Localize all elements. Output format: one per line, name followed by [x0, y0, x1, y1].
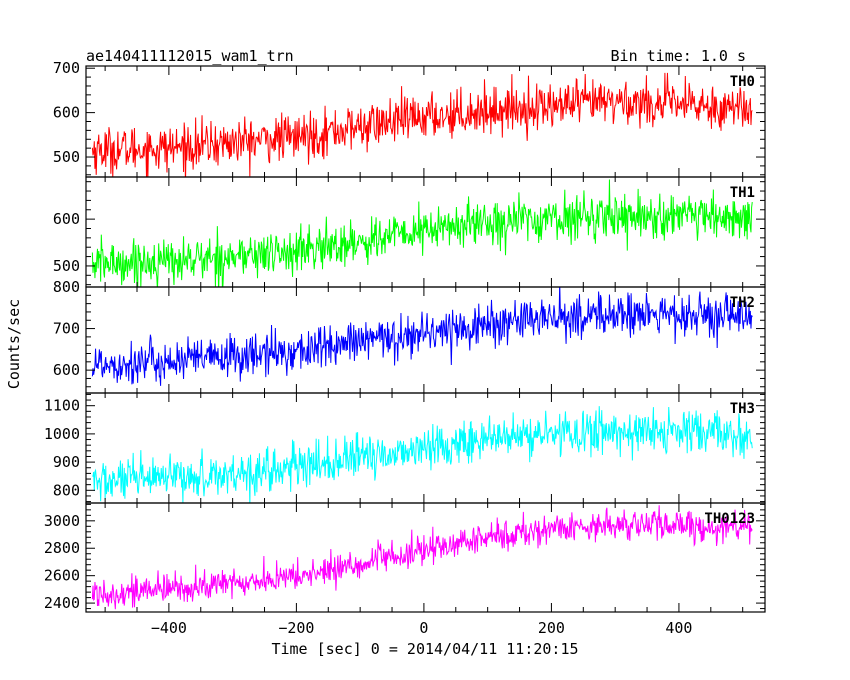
y-tick-label: 800 [53, 481, 80, 499]
x-axis-label: Time [sec] 0 = 2014/04/11 11:20:15 [271, 640, 578, 658]
chart-title-right: Bin time: 1.0 s [611, 47, 746, 65]
y-tick-label: 2800 [44, 539, 80, 557]
chart-title-left: ae140411112015_wam1_trn [86, 47, 294, 65]
light-curve-th1 [91, 179, 753, 287]
y-tick-label: 800 [53, 278, 80, 296]
light-curve-th0123 [91, 505, 753, 610]
panel-frame [85, 502, 766, 613]
light-curve-th3 [92, 406, 753, 503]
y-tick-label: 900 [53, 453, 80, 471]
y-tick-label: 700 [53, 320, 80, 338]
y-tick-label: 500 [53, 148, 80, 166]
y-tick-label: 2400 [44, 594, 80, 612]
panel-name-label: TH1 [730, 185, 755, 201]
light-curve-th0 [91, 72, 753, 177]
x-tick-label: 400 [665, 619, 692, 637]
y-tick-label: 700 [53, 59, 80, 77]
y-tick-label: 3000 [44, 512, 80, 530]
y-tick-label: 1000 [44, 425, 80, 443]
panel-th3: 800 900 1000 1100 TH3 [44, 392, 766, 504]
x-tick-label: −200 [278, 619, 314, 637]
y-tick-label: 500 [53, 257, 80, 275]
y-tick-label: 600 [53, 104, 80, 122]
panel-th2: 600 700 800 TH2 [53, 278, 766, 394]
y-tick-label: 2600 [44, 567, 80, 585]
panel-name-label: TH0123 [704, 511, 755, 527]
panel-th0: 500 600 700 TH0 [53, 59, 766, 178]
panel-name-label: TH0 [730, 74, 755, 90]
panel-name-label: TH3 [730, 401, 755, 417]
x-tick-label: 0 [419, 619, 428, 637]
y-tick-label: 600 [53, 210, 80, 228]
panel-name-label: TH2 [730, 295, 755, 311]
y-tick-label: 1100 [44, 397, 80, 415]
panel-th0123: 2400 2600 2800 3000 TH0123 [44, 502, 766, 613]
panel-th1: 500 600 TH1 [53, 176, 766, 288]
y-tick-label: 600 [53, 361, 80, 379]
light-curve-th2 [91, 287, 753, 386]
x-tick-label: −400 [151, 619, 187, 637]
y-axis-label: Counts/sec [5, 299, 23, 389]
x-tick-label: 200 [538, 619, 565, 637]
panels-group: 500 600 700 TH0 500 600 TH1 600 700 800 TH2 800 900 1… [44, 59, 766, 637]
